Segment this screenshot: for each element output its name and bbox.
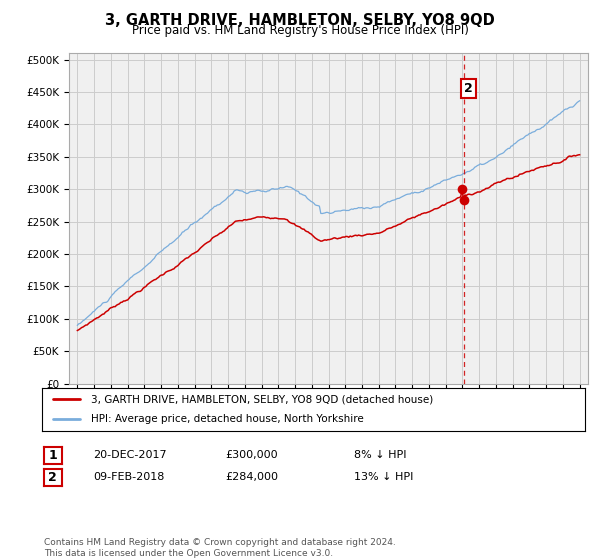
Text: 3, GARTH DRIVE, HAMBLETON, SELBY, YO8 9QD (detached house): 3, GARTH DRIVE, HAMBLETON, SELBY, YO8 9Q…	[91, 394, 433, 404]
Text: 3, GARTH DRIVE, HAMBLETON, SELBY, YO8 9QD: 3, GARTH DRIVE, HAMBLETON, SELBY, YO8 9Q…	[105, 13, 495, 28]
Text: Price paid vs. HM Land Registry's House Price Index (HPI): Price paid vs. HM Land Registry's House …	[131, 24, 469, 37]
Text: Contains HM Land Registry data © Crown copyright and database right 2024.
This d: Contains HM Land Registry data © Crown c…	[44, 538, 395, 558]
Text: £300,000: £300,000	[225, 450, 278, 460]
Text: 09-FEB-2018: 09-FEB-2018	[93, 472, 164, 482]
Text: 2: 2	[49, 470, 57, 484]
Text: 2: 2	[464, 82, 473, 95]
Text: HPI: Average price, detached house, North Yorkshire: HPI: Average price, detached house, Nort…	[91, 414, 364, 424]
Text: 20-DEC-2017: 20-DEC-2017	[93, 450, 167, 460]
Text: 8% ↓ HPI: 8% ↓ HPI	[354, 450, 407, 460]
Text: £284,000: £284,000	[225, 472, 278, 482]
Text: 1: 1	[49, 449, 57, 462]
Text: 13% ↓ HPI: 13% ↓ HPI	[354, 472, 413, 482]
